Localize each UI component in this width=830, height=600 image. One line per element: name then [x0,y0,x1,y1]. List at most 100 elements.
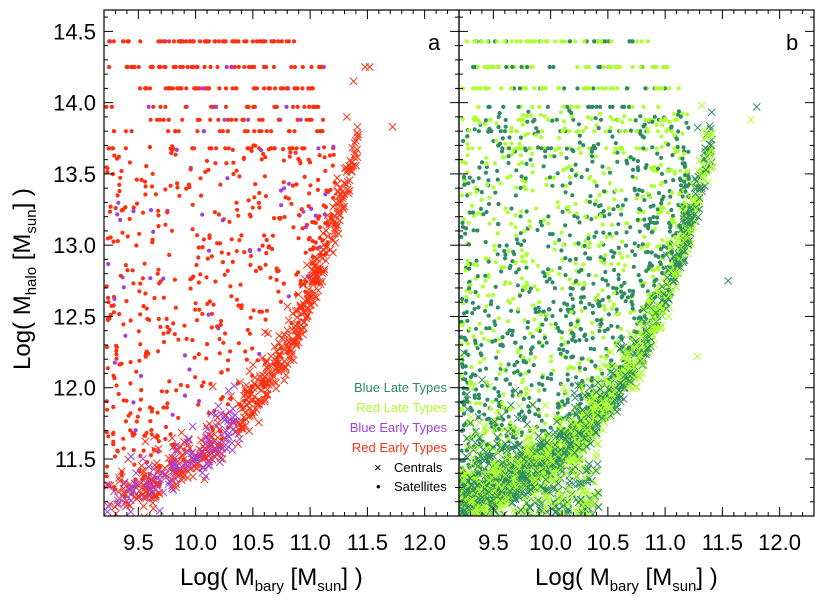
satellite-point [613,343,618,348]
satellite-point [231,171,236,177]
satellite-point [550,313,555,319]
satellite-point [628,128,634,133]
satellite-point [667,245,672,250]
satellite-point [538,112,543,117]
satellite-point [576,146,582,151]
satellite-point [548,153,553,159]
satellite-point [110,146,115,151]
satellite-point [203,169,208,174]
satellite-point [672,133,677,138]
satellite-point [222,272,227,277]
central-point [565,413,574,422]
satellite-point [294,86,299,91]
satellite-point [156,208,161,213]
satellite-point [560,183,565,188]
satellite-point [505,210,510,215]
central-point [261,328,270,337]
satellite-point [138,342,143,347]
satellite-point [577,365,582,370]
satellite-point [520,259,525,264]
satellite-point [134,419,139,424]
satellite-point [470,311,475,316]
satellite-point [557,146,562,151]
satellite-point [234,168,239,173]
central-point [648,306,657,315]
satellite-point [615,150,620,155]
satellite-point [202,64,207,70]
satellite-point [658,162,663,168]
satellite-point [600,164,605,169]
central-point [329,236,338,245]
satellite-point [302,104,307,109]
satellite-point [579,308,584,313]
satellite-point [128,318,133,323]
satellite-point [540,322,545,327]
satellite-point [491,217,496,222]
satellite-point [573,39,578,44]
satellite-point [641,146,646,151]
satellite-point [515,359,520,365]
satellite-point [204,356,209,361]
satellite-point [512,363,517,368]
central-point [152,459,161,468]
central-point [152,480,161,489]
satellite-point [520,122,525,127]
satellite-point [289,201,294,206]
satellite-point [596,204,602,209]
satellite-point [667,86,672,91]
satellite-point [613,64,619,70]
satellite-point [262,174,267,179]
satellite-point [642,217,647,222]
satellite-point [503,377,508,382]
satellite-point [156,213,161,218]
satellite-point [524,113,530,119]
satellite-point [530,334,535,339]
satellite-point [505,175,510,180]
satellite-point [676,109,682,114]
satellite-point [654,122,659,127]
satellite-point [204,158,210,163]
satellite-point [246,104,251,109]
satellite-point [271,64,276,70]
satellite-point [281,180,286,185]
satellite-point [104,344,109,350]
satellite-point [487,126,492,131]
satellite-point [562,126,568,131]
satellite-point [459,193,464,198]
satellite-point [138,397,143,402]
satellite-point [264,129,269,134]
panel-a-ticks [103,10,460,517]
satellite-point [532,86,537,91]
satellite-point [172,277,177,282]
satellite-point [500,335,505,340]
satellite-point [214,104,219,109]
satellite-point [474,86,479,91]
satellite-point [568,181,573,186]
satellite-point [502,39,507,44]
central-point [223,431,232,440]
central-point [177,428,186,437]
satellite-point [590,330,595,335]
satellite-point [678,168,683,173]
satellite-point [653,253,658,258]
satellite-point [684,120,689,125]
central-point [289,356,298,365]
satellite-point [121,285,126,290]
satellite-point [246,198,251,203]
central-point [179,472,187,481]
satellite-point [557,265,562,271]
satellite-point [486,259,491,264]
satellite-point [604,346,609,351]
satellite-point [598,255,603,260]
satellite-point [475,117,480,122]
central-point [350,139,359,147]
satellite-point [603,253,608,258]
satellite-point [253,268,259,274]
central-point [605,378,614,387]
central-point [251,373,259,382]
satellite-point [216,39,221,44]
satellite-point [544,340,549,345]
satellite-point [464,396,469,401]
satellite-point [156,39,161,44]
satellite-point [125,39,130,44]
